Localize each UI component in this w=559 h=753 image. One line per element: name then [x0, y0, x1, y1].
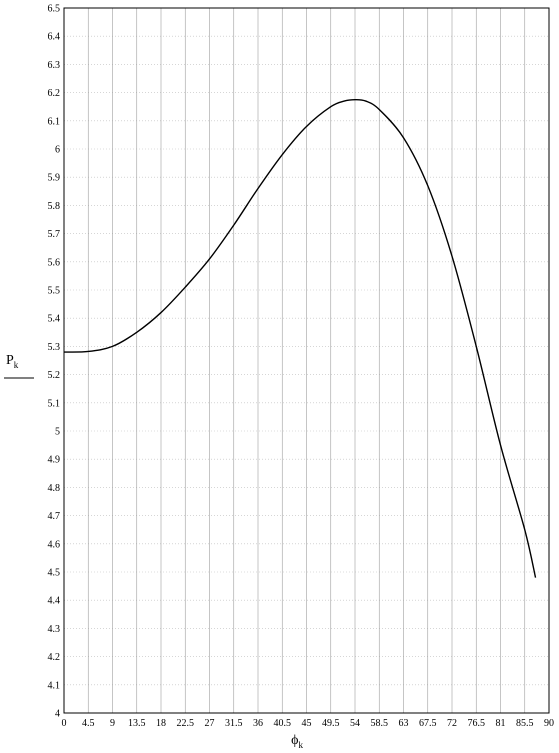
- x-tick-label: 63: [399, 718, 409, 729]
- x-axis-label: ϕk: [291, 733, 303, 750]
- x-tick-label: 81: [496, 718, 506, 729]
- x-tick-label: 49.5: [322, 718, 340, 729]
- x-tick-label: 27: [205, 718, 215, 729]
- x-tick-label: 13.5: [128, 718, 146, 729]
- y-tick-label: 6: [55, 145, 60, 156]
- y-tick-label: 5.6: [48, 257, 61, 268]
- y-tick-label: 5.3: [48, 342, 61, 353]
- x-tick-label: 58.5: [371, 718, 389, 729]
- y-tick-label: 5.9: [48, 173, 61, 184]
- y-tick-label: 6.1: [48, 116, 61, 127]
- y-tick-label: 4.6: [48, 539, 61, 550]
- y-tick-label: 6.3: [48, 60, 61, 71]
- y-tick-label: 5: [55, 427, 60, 438]
- x-tick-label: 76.5: [468, 718, 486, 729]
- y-tick-label: 5.5: [48, 286, 61, 297]
- y-tick-label: 5.1: [48, 398, 61, 409]
- y-tick-label: 5.2: [48, 370, 61, 381]
- y-tick-label: 4: [55, 709, 60, 720]
- x-tick-label: 67.5: [419, 718, 437, 729]
- x-tick-label: 18: [156, 718, 166, 729]
- series-line: [63, 98, 537, 578]
- y-tick-label: 5.8: [48, 201, 61, 212]
- x-tick-label: 45: [302, 718, 312, 729]
- y-tick-label: 4.1: [48, 680, 61, 691]
- y-tick-label: 4.2: [48, 652, 61, 663]
- y-tick-label: 4.4: [48, 596, 61, 607]
- grid-lines: [63, 7, 550, 714]
- x-tick-label: 0: [62, 718, 67, 729]
- y-tick-label: 6.4: [48, 32, 61, 43]
- x-tick-label: 54: [350, 718, 360, 729]
- y-tick-label: 4.9: [48, 455, 61, 466]
- y-axis-tick-labels: 4 4.1 4.2 4.3 4.4 4.5 4.6 4.7 4.8 4.9 5 5.1 5.2 5.3 5.…: [48, 4, 61, 720]
- y-tick-label: 6.2: [48, 88, 61, 99]
- x-tick-label: 72: [447, 718, 457, 729]
- y-tick-label: 4.3: [48, 624, 61, 635]
- y-axis-label: Pk: [6, 353, 19, 370]
- y-tick-label: 4.5: [48, 568, 61, 579]
- y-tick-label: 4.7: [48, 511, 61, 522]
- x-axis-tick-labels: 0 4.5 9 13.5 18 22.5 27 31.5 36 40.5 45 49.5 54 58.5 6…: [62, 718, 555, 729]
- x-tick-label: 31.5: [225, 718, 243, 729]
- x-tick-label: 36: [253, 718, 263, 729]
- x-tick-label: 4.5: [82, 718, 95, 729]
- x-tick-label: 9: [110, 718, 115, 729]
- x-tick-label: 22.5: [177, 718, 195, 729]
- y-tick-label: 6.5: [48, 4, 61, 15]
- x-tick-label: 85.5: [516, 718, 534, 729]
- y-tick-label: 4.8: [48, 483, 61, 494]
- x-tick-label: 90: [544, 718, 554, 729]
- x-tick-label: 40.5: [274, 718, 292, 729]
- y-tick-label: 5.4: [48, 314, 61, 325]
- plot-area-frame: [63, 7, 550, 714]
- y-tick-label: 5.7: [48, 229, 61, 240]
